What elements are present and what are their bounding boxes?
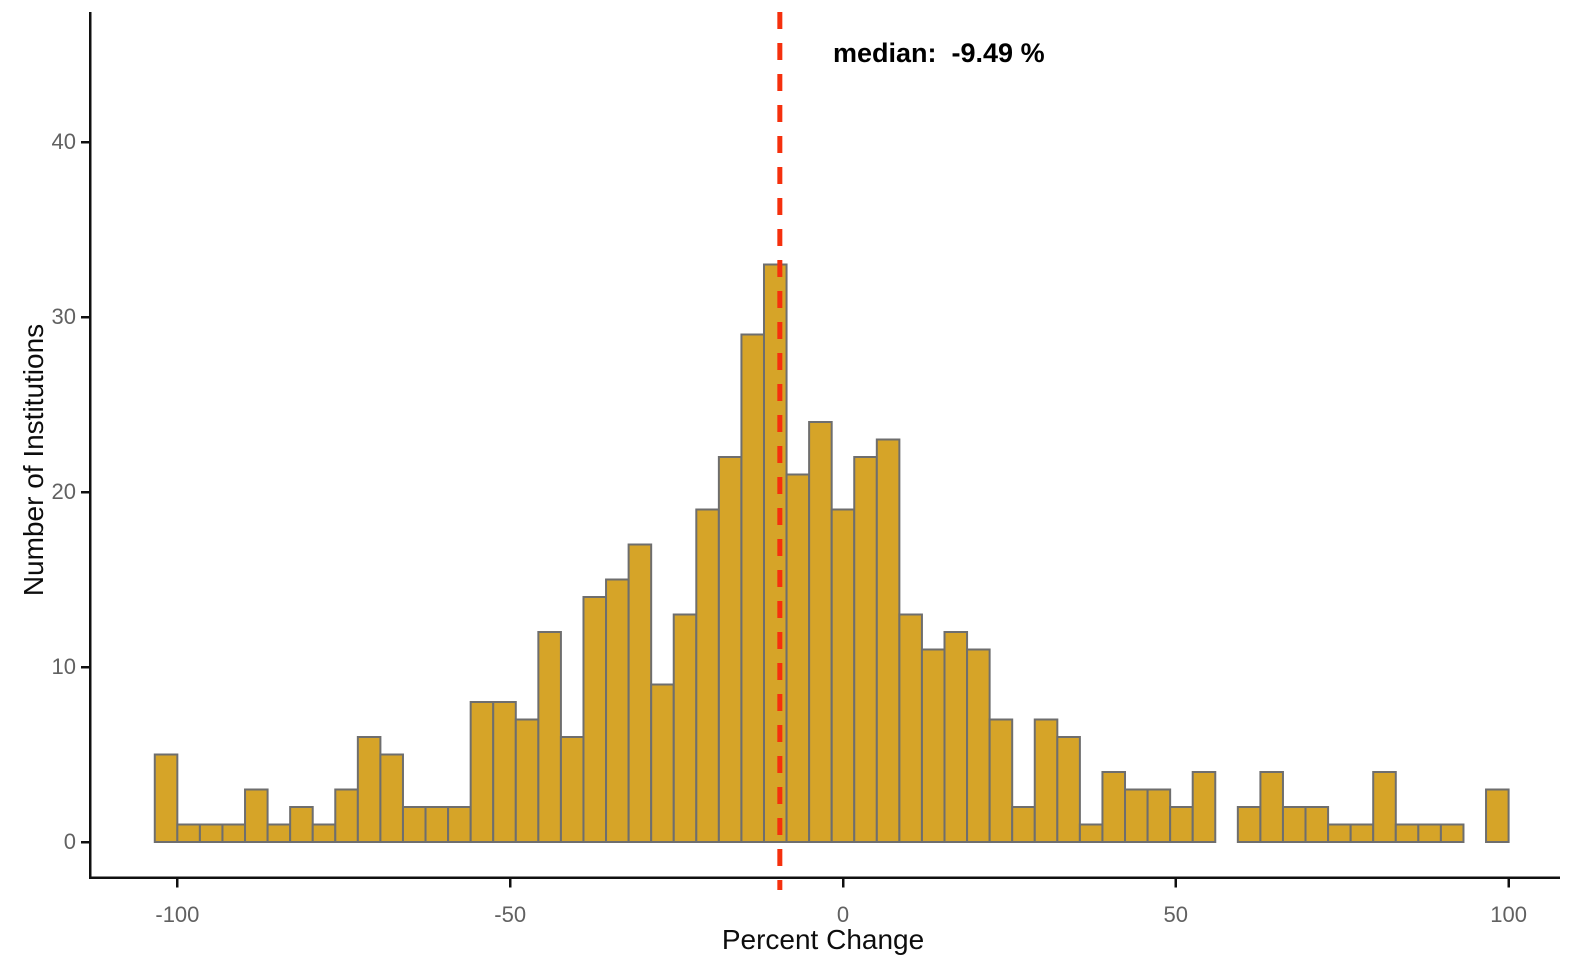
histogram-bar — [334, 788, 359, 843]
x-tick-label: 0 — [836, 902, 850, 927]
median-annotation: median: -9.49 % — [833, 38, 1045, 68]
histogram-bar — [988, 718, 1014, 843]
histogram-bar — [1349, 823, 1375, 843]
histogram-bar — [1124, 788, 1149, 843]
histogram-bar — [920, 648, 946, 843]
histogram-bar — [582, 596, 608, 843]
histogram-bar — [356, 736, 382, 843]
histogram-bar — [672, 613, 698, 843]
histogram-bar — [808, 421, 833, 843]
histogram-bar — [1327, 823, 1352, 843]
histogram-bar — [785, 473, 811, 843]
histogram-bar — [943, 631, 969, 843]
histogram-bar — [1281, 806, 1307, 843]
histogram-bar — [424, 806, 450, 843]
histogram-bar — [830, 508, 856, 843]
histogram-bar — [1078, 823, 1104, 843]
histogram-bar — [469, 701, 495, 843]
histogram-bar — [650, 683, 675, 843]
histogram-bar — [875, 438, 901, 843]
histogram-bar — [1372, 771, 1397, 843]
y-axis-title: Number of Institutions — [18, 323, 49, 597]
y-tick-label: 10 — [51, 654, 76, 679]
histogram-bar — [447, 806, 472, 843]
histogram-bar — [605, 578, 630, 843]
y-tick-label: 40 — [51, 129, 76, 154]
y-tick-label: 30 — [51, 304, 76, 329]
histogram-bar — [244, 788, 269, 843]
histogram-bar — [1439, 823, 1465, 843]
x-tick-label: 50 — [1163, 902, 1189, 927]
histogram-bar — [1304, 806, 1330, 843]
x-tick-label: 100 — [1490, 902, 1527, 927]
histogram-bar — [492, 701, 517, 843]
histogram-bar — [401, 806, 427, 843]
histogram-bar — [762, 263, 788, 843]
histogram-bar — [740, 333, 765, 843]
histogram-bar — [559, 736, 585, 843]
histogram-bar — [289, 806, 314, 843]
histogram-bar — [627, 543, 653, 843]
histogram-bar — [514, 718, 540, 843]
histogram-bar — [379, 753, 404, 843]
histogram-bar — [1033, 718, 1059, 843]
x-axis-title: Percent Change — [721, 924, 925, 955]
histogram-bar — [695, 508, 720, 843]
histogram-bar — [1191, 771, 1217, 843]
histogram-bar — [1236, 806, 1262, 843]
histogram-bar — [176, 823, 201, 843]
histogram-bar — [1011, 806, 1036, 843]
histogram-bar — [537, 631, 562, 843]
histogram-bar — [153, 753, 179, 843]
histogram-bar — [1056, 736, 1081, 843]
histogram-bar — [1394, 823, 1420, 843]
histogram-bar — [1146, 788, 1172, 843]
histogram-bar — [1417, 823, 1442, 843]
histogram-bar — [898, 613, 923, 843]
histogram-bar — [198, 823, 224, 843]
histogram-bar — [1169, 806, 1194, 843]
histogram-bar — [1485, 788, 1510, 843]
histogram-bar — [853, 456, 878, 843]
histogram-bar — [966, 648, 991, 843]
histogram-bar — [266, 823, 292, 843]
y-tick-label: 0 — [63, 829, 76, 854]
histogram-bar — [221, 823, 247, 843]
histogram-bar — [1259, 771, 1284, 843]
x-tick-label: -100 — [155, 902, 200, 927]
x-tick-label: -50 — [494, 902, 527, 927]
histogram-bar — [1101, 771, 1127, 843]
histogram-bar — [311, 823, 337, 843]
histogram-bar — [717, 456, 743, 843]
y-tick-label: 20 — [51, 479, 76, 504]
